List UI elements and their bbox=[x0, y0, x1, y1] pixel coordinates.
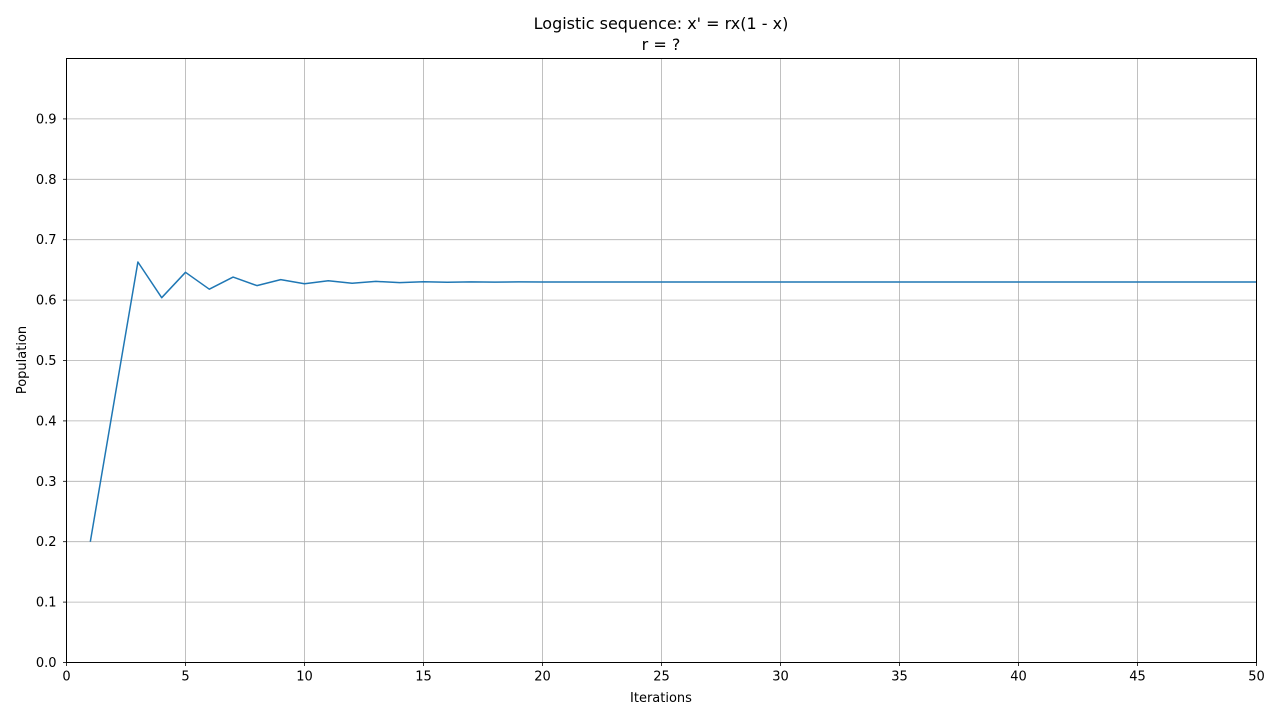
x-tick-label: 20 bbox=[534, 670, 551, 685]
y-tick-label: 0.0 bbox=[36, 656, 57, 671]
y-tick-label: 0.7 bbox=[36, 233, 57, 248]
x-tick-label: 30 bbox=[772, 670, 789, 685]
x-tick-label: 15 bbox=[415, 670, 432, 685]
ticks: 0 5 10 15 20 25 30 35 40 45 50 0.0 0.1 0.2 0.3 0.4 0.5 0.… bbox=[36, 112, 1265, 684]
chart-title: Logistic sequence: x' = rx(1 - x) bbox=[534, 14, 789, 33]
y-tick-label: 0.8 bbox=[36, 173, 57, 188]
y-tick-label: 0.3 bbox=[36, 475, 57, 490]
x-tick-label: 40 bbox=[1010, 670, 1027, 685]
series-layer bbox=[89, 261, 1257, 542]
grid bbox=[66, 58, 1257, 663]
y-axis-label: Population bbox=[15, 326, 30, 394]
x-tick-label: 10 bbox=[296, 670, 313, 685]
y-tick-label: 0.6 bbox=[36, 294, 57, 309]
y-tick-label: 0.5 bbox=[36, 354, 57, 369]
x-tick-label: 5 bbox=[181, 670, 189, 685]
series-line bbox=[89, 261, 1257, 542]
x-tick-label: 50 bbox=[1248, 670, 1265, 685]
x-tick-label: 25 bbox=[653, 670, 670, 685]
x-tick-label: 45 bbox=[1129, 670, 1146, 685]
y-tick-label: 0.1 bbox=[36, 596, 57, 611]
y-tick-label: 0.9 bbox=[36, 112, 57, 127]
chart-subtitle: r = ? bbox=[642, 35, 681, 54]
x-tick-label: 0 bbox=[62, 670, 70, 685]
y-tick-label: 0.2 bbox=[36, 535, 57, 550]
x-tick-label: 35 bbox=[891, 670, 908, 685]
x-axis-label: Iterations bbox=[630, 691, 692, 706]
y-tick-label: 0.4 bbox=[36, 414, 57, 429]
